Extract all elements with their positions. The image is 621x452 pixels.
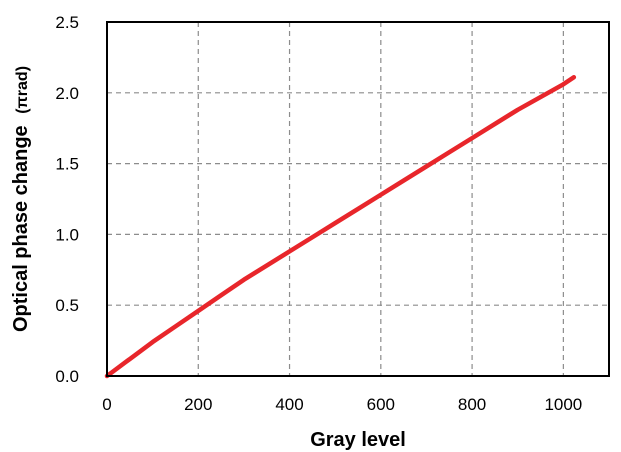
y-tick-label: 2.0 (55, 84, 79, 103)
x-axis-label: Gray level (310, 429, 406, 451)
y-tick-label: 1.0 (55, 225, 79, 244)
grid-lines (107, 22, 609, 376)
y-tick-label: 2.5 (55, 13, 79, 32)
x-tick-label: 600 (367, 395, 395, 414)
series-layer (104, 74, 577, 379)
x-tick-label: 200 (184, 395, 212, 414)
x-tick-label: 1000 (544, 395, 582, 414)
plot-frame (106, 21, 610, 377)
y-axis-ticks: 0.0 0.5 1.0 1.5 2.0 2.5 (55, 13, 79, 386)
x-axis-ticks: 0 200 400 600 800 1000 (102, 395, 582, 414)
y-axis-label: Optical phase change (πrad) (10, 66, 32, 332)
x-tick-label: 0 (102, 395, 111, 414)
y-tick-label: 0.0 (55, 367, 79, 386)
y-axis-unit: (πrad) (14, 66, 31, 114)
series-line (104, 74, 577, 379)
x-tick-label: 400 (275, 395, 303, 414)
y-tick-label: 1.5 (55, 155, 79, 174)
x-tick-label: 800 (458, 395, 486, 414)
y-tick-label: 0.5 (55, 296, 79, 315)
y-axis-label-text: Optical phase change (10, 125, 32, 332)
